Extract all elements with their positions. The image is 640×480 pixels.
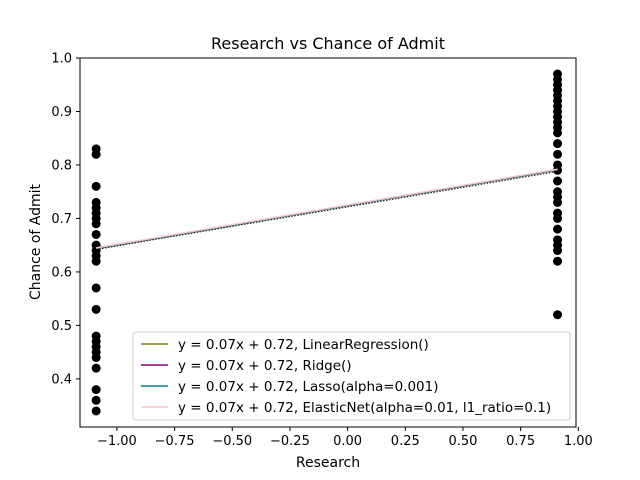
y-tick-label: 0.5 bbox=[51, 319, 72, 334]
y-tick-label: 0.4 bbox=[51, 372, 72, 387]
x-tick-label: 0.00 bbox=[333, 434, 362, 449]
scatter-point bbox=[553, 149, 563, 159]
scatter-point bbox=[91, 385, 101, 395]
y-axis: 0.4 0.5 0.6 0.7 0.8 0.9 1.0 bbox=[51, 52, 80, 387]
x-tick-label: −1.00 bbox=[97, 434, 137, 449]
dotted-fit-line bbox=[96, 170, 558, 250]
x-tick-label: 0.50 bbox=[448, 434, 477, 449]
legend-label: y = 0.07x + 0.72, Lasso(alpha=0.001) bbox=[178, 379, 439, 395]
scatter-point bbox=[553, 139, 563, 149]
scatter-point bbox=[553, 224, 563, 234]
x-axis: −1.00 −0.75 −0.50 −0.25 0.00 0.25 0.50 0.75 1.00 bbox=[97, 427, 593, 449]
scatter-point bbox=[553, 208, 563, 218]
x-tick-label: 0.25 bbox=[391, 434, 420, 449]
legend: y = 0.07x + 0.72, LinearRegression() y = … bbox=[132, 331, 571, 421]
scatter-point bbox=[91, 181, 101, 191]
series-line-4 bbox=[96, 168, 558, 249]
scatter-point bbox=[553, 160, 563, 170]
y-tick-label: 1.0 bbox=[51, 52, 72, 67]
scatter-point bbox=[91, 283, 101, 293]
x-tick-label: −0.75 bbox=[155, 434, 195, 449]
scatter-point bbox=[91, 304, 101, 314]
scatter-point bbox=[553, 187, 563, 197]
x-tick-label: −0.25 bbox=[270, 434, 310, 449]
scatter-point bbox=[91, 363, 101, 373]
scatter-point bbox=[91, 197, 101, 207]
y-tick-label: 0.7 bbox=[51, 212, 72, 227]
scatter-point bbox=[91, 406, 101, 416]
scatter-point bbox=[91, 229, 101, 239]
plot-frame bbox=[79, 57, 577, 428]
x-axis-label: Research bbox=[296, 455, 360, 471]
y-tick-label: 0.9 bbox=[51, 105, 72, 120]
scatter-point bbox=[91, 144, 101, 154]
scatter-point bbox=[553, 310, 563, 320]
legend-label: y = 0.07x + 0.72, Ridge() bbox=[178, 358, 352, 374]
scatter-point bbox=[91, 395, 101, 405]
scatter-point bbox=[553, 176, 563, 186]
chart-title: Research vs Chance of Admit bbox=[211, 34, 445, 53]
x-tick-label: 1.00 bbox=[564, 434, 593, 449]
scatter-point bbox=[91, 331, 101, 341]
x-tick-label: 0.75 bbox=[506, 434, 535, 449]
y-tick-label: 0.6 bbox=[51, 265, 72, 280]
y-tick-label: 0.8 bbox=[51, 158, 72, 173]
y-axis-label: Chance of Admit bbox=[28, 183, 44, 300]
legend-box bbox=[132, 331, 571, 421]
legend-label: y = 0.07x + 0.72, ElasticNet(alpha=0.01,… bbox=[178, 400, 551, 416]
legend-label: y = 0.07x + 0.72, LinearRegression() bbox=[178, 337, 429, 353]
scatter-point bbox=[553, 256, 563, 266]
plot-area bbox=[91, 69, 563, 416]
scatter-point bbox=[553, 235, 563, 245]
scatter-point bbox=[553, 69, 563, 79]
x-tick-label: −0.50 bbox=[212, 434, 252, 449]
